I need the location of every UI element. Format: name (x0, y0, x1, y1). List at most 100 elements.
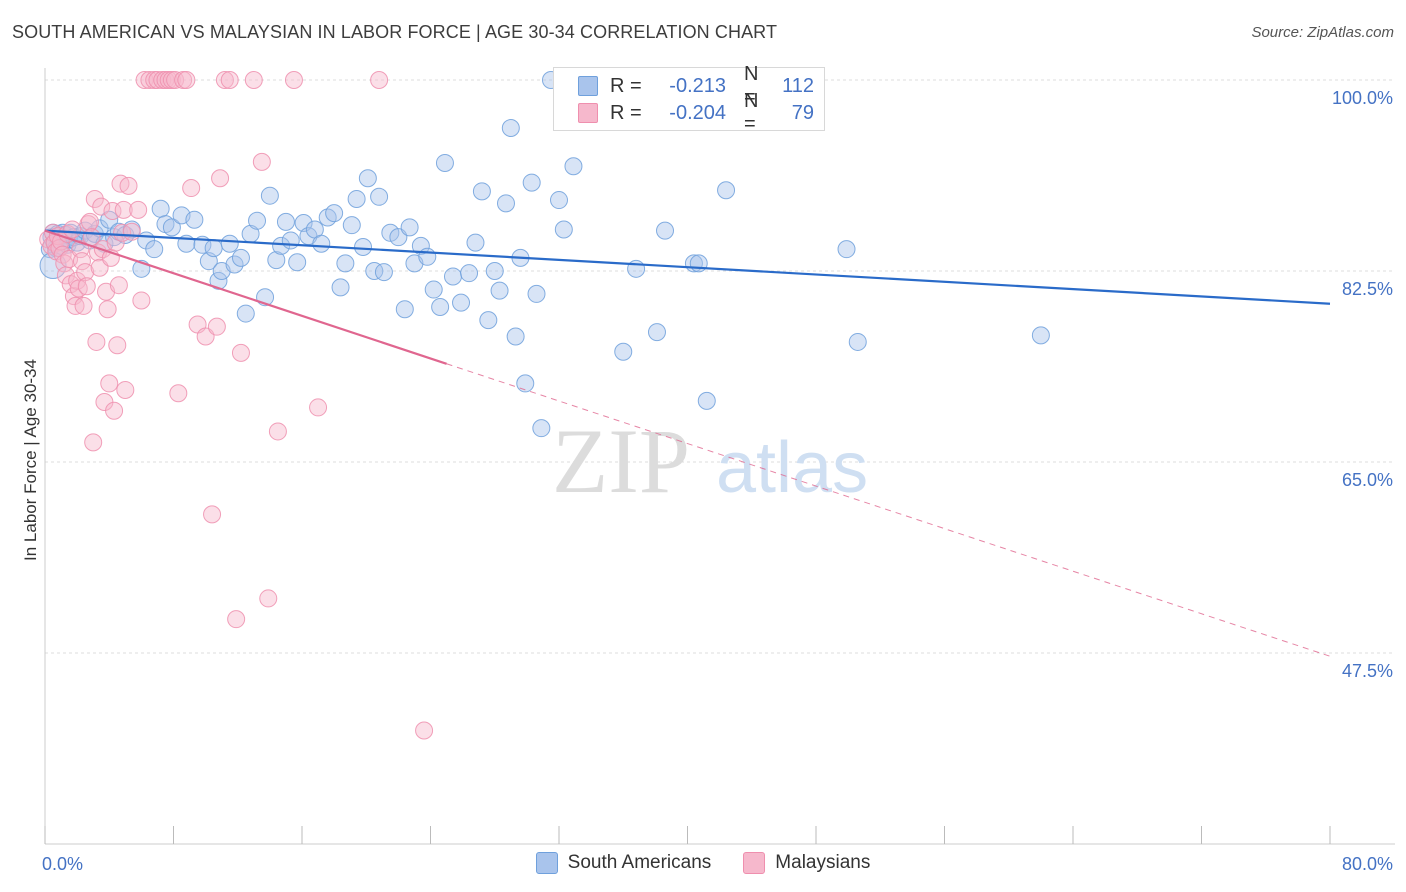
point-south-american (248, 211, 267, 230)
point-south-american (647, 323, 666, 342)
point-south-american (554, 220, 573, 239)
legend-swatch-south-americans (535, 852, 558, 874)
legend-row-south-americans: R = -0.213 N = 112 (578, 63, 814, 108)
point-south-american (522, 173, 541, 192)
point-malaysian (227, 610, 246, 629)
y-axis-label-wrap: In Labor Force | Age 30-34 (0, 330, 60, 590)
point-malaysian (74, 296, 93, 315)
point-south-american (460, 264, 479, 283)
trend-lines (44, 229, 1331, 657)
point-malaysian (114, 200, 133, 219)
chart-source: Source: ZipAtlas.com (1251, 24, 1394, 41)
y-tick-label: 65.0% (1342, 470, 1393, 490)
point-malaysian (244, 71, 263, 89)
correlation-legend: R = -0.213 N = 112 R = -0.204 N = 79 (553, 63, 825, 135)
point-malaysian (259, 589, 278, 608)
point-malaysian (252, 152, 271, 171)
point-malaysian (116, 380, 135, 399)
point-malaysian (231, 343, 250, 362)
point-south-american (466, 233, 485, 252)
x-tick-label-start: 0.0% (42, 854, 83, 874)
y-tick-label: 100.0% (1332, 88, 1393, 108)
point-south-american (424, 280, 443, 299)
point-south-american (550, 191, 568, 210)
point-malaysian (220, 71, 239, 89)
legend-n-label: N = (744, 63, 759, 108)
point-south-american (365, 262, 384, 280)
point-south-american (162, 218, 181, 237)
point-south-american (501, 119, 520, 138)
point-south-american (516, 374, 535, 393)
legend-item-malaysians[interactable]: Malaysians (743, 852, 870, 874)
point-south-american (443, 267, 462, 286)
point-south-american (848, 332, 867, 351)
legend-item-south-americans[interactable]: South Americans (535, 852, 712, 874)
point-malaysian (370, 71, 389, 89)
point-malaysian (109, 276, 128, 295)
point-south-american (354, 237, 373, 256)
point-malaysian (98, 300, 117, 319)
gridlines (45, 79, 1395, 654)
point-malaysian (77, 277, 96, 296)
point-south-american (185, 210, 204, 229)
point-south-american (225, 255, 244, 274)
point-malaysian (63, 220, 82, 239)
point-malaysian (108, 336, 127, 355)
trend-line-malaysians-extrapolated (446, 363, 1331, 657)
point-south-american (312, 234, 331, 253)
chart-title: SOUTH AMERICAN VS MALAYSIAN IN LABOR FOR… (12, 22, 778, 42)
point-south-american (267, 251, 286, 270)
watermark-zip: ZIP (552, 410, 690, 512)
legend-n-value: 79 (791, 101, 814, 124)
point-malaysian (122, 222, 141, 241)
legend-n-label: N = (744, 90, 759, 135)
point-south-american (697, 391, 716, 410)
point-malaysian (207, 317, 226, 336)
legend-label-south-americans: South Americans (567, 852, 712, 873)
point-south-american (418, 247, 437, 266)
point-south-american (231, 248, 250, 267)
point-south-american (236, 304, 255, 323)
data-points (39, 71, 1050, 740)
legend-row-malaysians: R = -0.204 N = 79 (578, 90, 814, 135)
point-malaysian (268, 422, 287, 441)
point-south-american (347, 189, 366, 208)
point-south-american (837, 240, 856, 259)
point-malaysian (215, 71, 234, 89)
point-malaysian (76, 263, 95, 282)
point-south-american (374, 263, 393, 282)
point-south-american (479, 311, 498, 330)
point-malaysian (309, 398, 328, 417)
point-south-american (276, 212, 295, 231)
legend-swatch-blue (578, 76, 598, 96)
legend-r-label: R = (610, 101, 642, 124)
point-south-american (145, 240, 164, 259)
point-south-american (435, 153, 454, 172)
point-south-american (1031, 326, 1050, 345)
axes (44, 68, 1395, 845)
legend-r-value: -0.204 (669, 101, 726, 124)
x-tick-label-end: 80.0% (1342, 854, 1393, 874)
point-south-american (381, 223, 400, 242)
point-south-american (400, 218, 419, 237)
point-malaysian (72, 252, 91, 271)
trend-line-malaysians (44, 229, 447, 365)
point-malaysian (211, 169, 230, 188)
point-malaysian (182, 179, 201, 198)
point-malaysian (80, 212, 99, 231)
point-south-american (564, 157, 583, 176)
legend-swatch-pink (578, 103, 598, 123)
point-south-american (209, 271, 228, 290)
point-south-american (336, 254, 355, 273)
point-south-american (331, 278, 350, 297)
point-south-american (260, 186, 279, 205)
legend-label-malaysians: Malaysians (775, 852, 871, 873)
y-axis-label: In Labor Force | Age 30-34 (20, 359, 40, 561)
point-south-american (496, 194, 515, 213)
point-south-american (490, 281, 509, 300)
point-malaysian (92, 197, 111, 216)
point-south-american (370, 187, 389, 206)
point-south-american (431, 298, 450, 317)
point-malaysian (113, 223, 132, 242)
point-malaysian (415, 721, 434, 740)
